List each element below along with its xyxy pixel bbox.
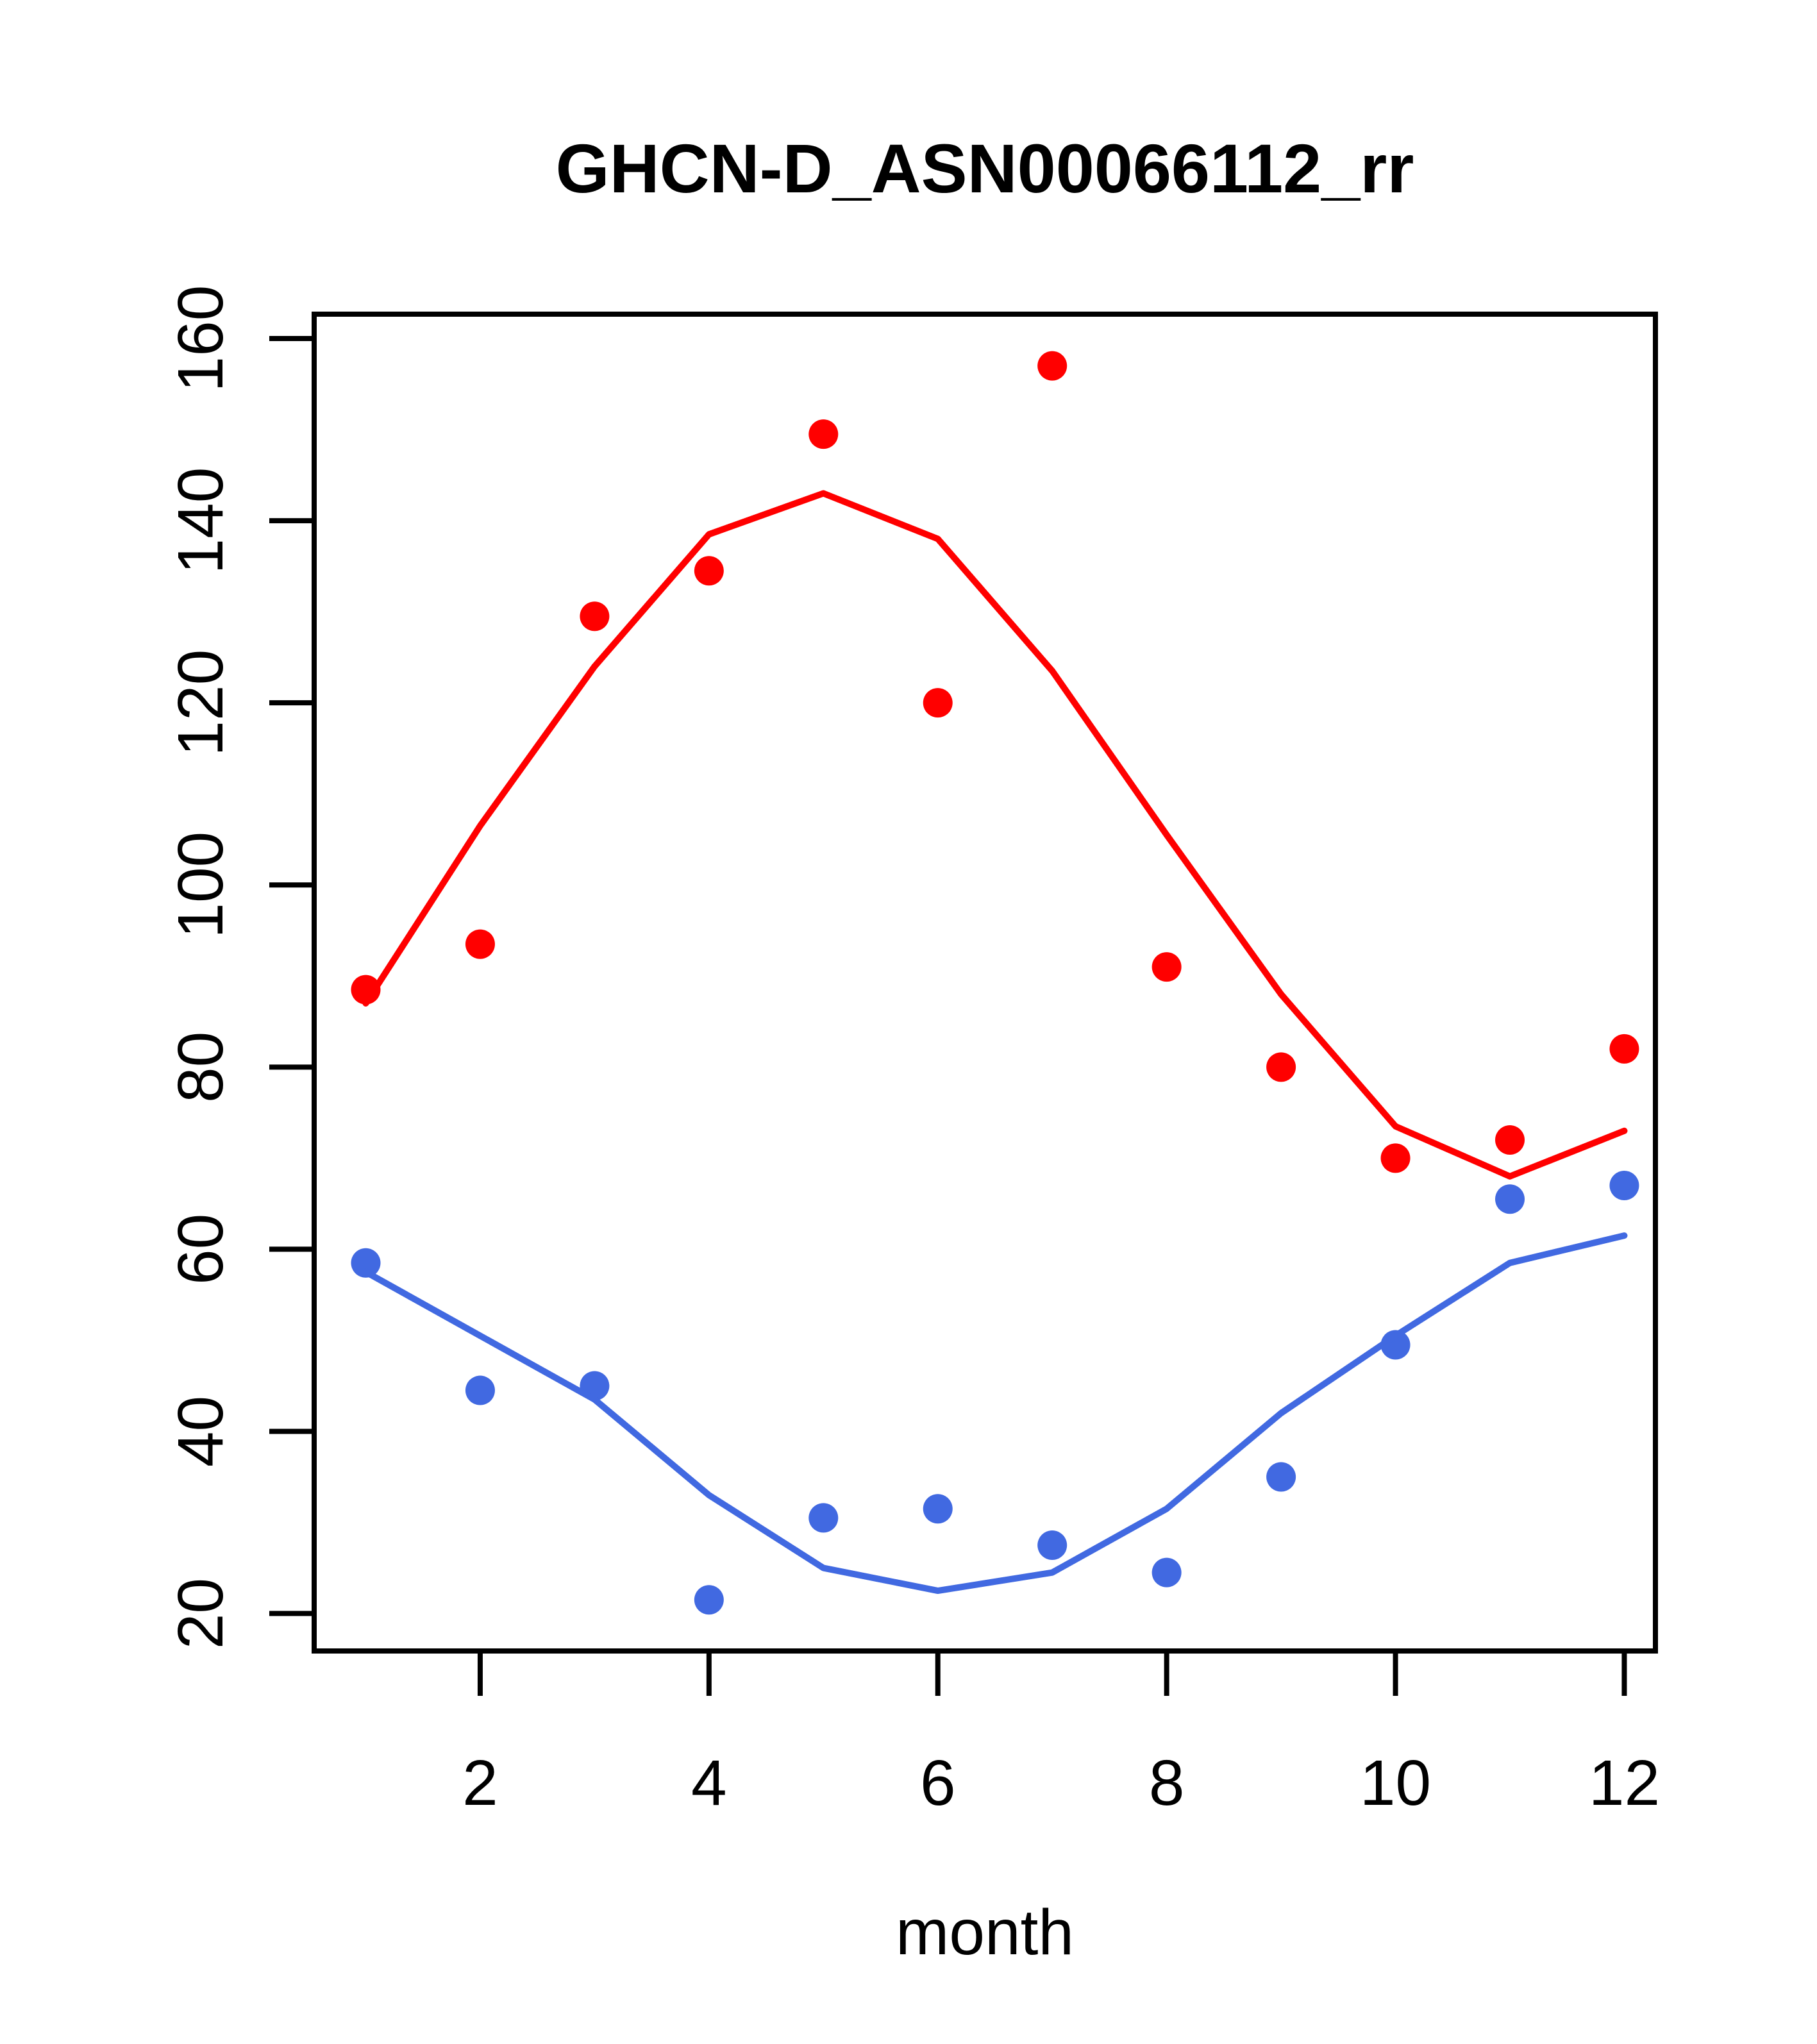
- blue-points-month-1: [351, 1248, 381, 1278]
- red-points-month-10: [1380, 1143, 1411, 1173]
- blue-points-month-5: [808, 1503, 839, 1533]
- red-points-month-6: [923, 688, 953, 718]
- chart-title: GHCN-D_ASN00066112_rr: [556, 130, 1414, 207]
- x-tick-label-4: 4: [691, 1747, 727, 1819]
- red-loess-line: [362, 490, 1628, 1180]
- red-points-month-8: [1151, 952, 1182, 982]
- x-tick-label-10: 10: [1360, 1747, 1431, 1819]
- blue-points-month-4: [694, 1585, 724, 1615]
- x-axis-title: month: [896, 1897, 1074, 1968]
- red-points-month-9: [1266, 1052, 1296, 1082]
- x-tick-label-6: 6: [920, 1747, 956, 1819]
- blue-loess-line: [362, 1232, 1628, 1595]
- blue-points-month-8: [1151, 1557, 1182, 1587]
- y-axis: 20 40 60 80 100 120 140 160: [165, 285, 314, 1649]
- y-tick-label-140: 140: [165, 467, 237, 574]
- red-points-month-4: [694, 556, 724, 586]
- red-points-month-2: [465, 929, 495, 959]
- blue-points-month-7: [1037, 1530, 1068, 1561]
- y-tick-label-100: 100: [165, 832, 237, 939]
- red-points-month-7: [1037, 351, 1068, 381]
- y-tick-label-80: 80: [165, 1032, 237, 1103]
- red-points: [351, 351, 1639, 1173]
- plot-box: [312, 312, 1658, 1654]
- blue-points-month-9: [1266, 1462, 1296, 1492]
- x-tick-label-8: 8: [1149, 1747, 1185, 1819]
- blue-points-month-6: [923, 1494, 953, 1524]
- x-tick-label-2: 2: [462, 1747, 498, 1819]
- y-tick-label-120: 120: [165, 649, 237, 757]
- red-points-month-11: [1495, 1125, 1525, 1155]
- y-tick-label-40: 40: [165, 1396, 237, 1467]
- blue-points: [351, 1170, 1639, 1615]
- series-layer: [351, 351, 1639, 1615]
- y-tick-label-160: 160: [165, 285, 237, 392]
- blue-points-month-2: [465, 1375, 495, 1405]
- red-points-month-5: [808, 419, 839, 449]
- blue-points-month-11: [1495, 1184, 1525, 1214]
- red-points-month-3: [580, 601, 610, 632]
- x-tick-label-12: 12: [1589, 1747, 1660, 1819]
- red-points-month-12: [1609, 1034, 1639, 1064]
- y-tick-label-20: 20: [165, 1578, 237, 1649]
- x-axis: 2 4 6 8 10 12: [462, 1651, 1660, 1819]
- y-tick-label-60: 60: [165, 1214, 237, 1285]
- blue-points-month-12: [1609, 1170, 1639, 1200]
